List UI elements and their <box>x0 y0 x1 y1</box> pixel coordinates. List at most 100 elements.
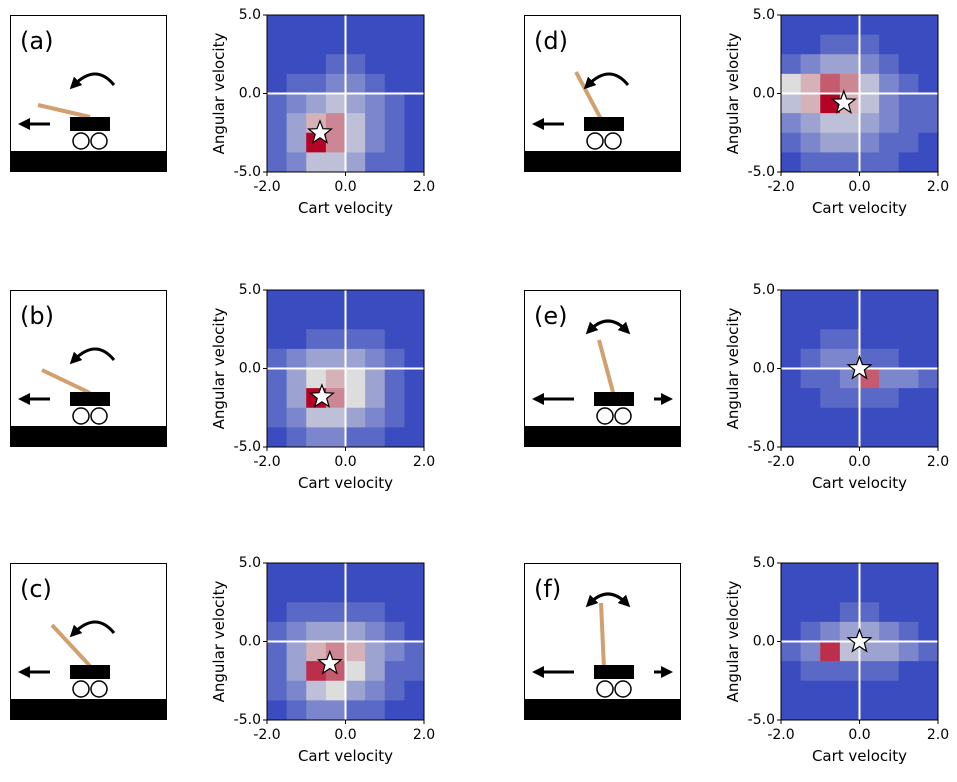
heatmap-cell <box>306 368 327 389</box>
x-tick-label: -2.0 <box>253 727 280 743</box>
heatmap-cell <box>820 621 841 642</box>
heatmap-cell <box>800 407 821 428</box>
heatmap-cell <box>404 563 425 584</box>
heatmap-cell <box>365 368 386 389</box>
heatmap-cell <box>345 73 366 94</box>
heatmap-cell <box>286 34 307 55</box>
heatmap-cell <box>345 93 366 114</box>
heatmap-cell <box>898 290 919 311</box>
ground <box>524 699 681 720</box>
heatmap-cell <box>345 329 366 350</box>
heatmap-cell <box>267 621 288 642</box>
heatmap-cell <box>879 680 900 701</box>
heatmap-cell <box>839 563 860 584</box>
y-tick-label: 0.0 <box>753 361 775 377</box>
heatmap-cell <box>404 34 425 55</box>
heatmap-cell <box>404 641 425 662</box>
wheel <box>90 407 108 425</box>
heatmap-cell <box>839 309 860 330</box>
heatmap-cell <box>898 641 919 662</box>
heatmap-cell <box>365 113 386 134</box>
heatmap-cell <box>345 641 366 662</box>
cartpole-illustration: (d) <box>524 15 681 172</box>
heatmap-cell <box>879 132 900 153</box>
heatmap-cell <box>306 407 327 428</box>
heatmap-cell <box>384 641 405 662</box>
heatmap-cell <box>404 602 425 623</box>
heatmap-cell <box>839 407 860 428</box>
wheel <box>614 680 632 698</box>
heatmap-cell <box>820 641 841 662</box>
heatmap-cell <box>820 309 841 330</box>
y-tick-label: 5.0 <box>753 555 775 571</box>
y-tick-label: 0.0 <box>753 634 775 650</box>
heatmap-cell <box>325 309 346 330</box>
wheel <box>90 132 108 150</box>
heatmap-cell <box>286 427 307 448</box>
heatmap-cell <box>898 132 919 153</box>
y-tick-label: 5.0 <box>753 282 775 298</box>
heatmap-cell <box>345 348 366 369</box>
heatmap-cell <box>859 680 880 701</box>
panel: (f) -2.0 0.0 2.0 -5.0 0.0 5.0 Cart velocity Angu… <box>524 555 949 765</box>
heatmap-cell <box>820 15 841 36</box>
heatmap-cell <box>898 563 919 584</box>
heatmap-cell <box>384 34 405 55</box>
heatmap-cell <box>404 329 425 350</box>
rotation-arrow <box>585 592 631 608</box>
heatmap-cell <box>879 73 900 94</box>
heatmap-cell <box>879 113 900 134</box>
heatmap-cell <box>345 427 366 448</box>
heatmap-cell <box>404 15 425 36</box>
heatmap-cell <box>781 73 802 94</box>
y-axis-label: Angular velocity <box>210 581 228 703</box>
heatmap-cell <box>345 621 366 642</box>
heatmap-cell <box>404 113 425 134</box>
star-marker <box>846 354 873 380</box>
heatmap-cell <box>859 93 880 114</box>
x-tick-label: 2.0 <box>927 454 949 470</box>
heatmap-cell <box>404 388 425 409</box>
panel-label: (b) <box>20 302 54 330</box>
heatmap-cell <box>898 113 919 134</box>
heatmap-cell <box>781 700 802 721</box>
heatmap-cell <box>404 621 425 642</box>
heatmap-cell <box>859 563 880 584</box>
heatmap-cell <box>384 368 405 389</box>
heatmap-cell <box>781 152 802 173</box>
x-tick-label: 0.0 <box>848 727 870 743</box>
panel: (e) -2.0 0.0 2.0 -5.0 0.0 5.0 Cart velocity Angu… <box>524 282 949 492</box>
heatmap-cell <box>306 34 327 55</box>
heatmap-cell <box>800 54 821 75</box>
heatmap-cell <box>918 563 939 584</box>
ground <box>10 151 167 172</box>
heatmap-cell <box>879 368 900 389</box>
x-axis-label: Cart velocity <box>298 199 393 217</box>
heatmap-cell <box>918 132 939 153</box>
heatmap-cell <box>325 290 346 311</box>
heatmap-cell <box>325 15 346 36</box>
heatmap-cell <box>898 309 919 330</box>
heatmap-cell <box>918 73 939 94</box>
heatmap-cell <box>859 329 880 350</box>
heatmap-cell <box>820 427 841 448</box>
y-axis-label: Angular velocity <box>210 33 228 155</box>
y-tick-label: 0.0 <box>753 86 775 102</box>
heatmap-cell <box>820 368 841 389</box>
heatmap-cell <box>384 661 405 682</box>
heatmap-cell <box>859 290 880 311</box>
heatmap-cell <box>820 34 841 55</box>
heatmap-cell <box>286 54 307 75</box>
heatmap-cell <box>781 93 802 114</box>
heatmap-cell <box>800 582 821 603</box>
heatmap-cell <box>325 348 346 369</box>
heatmap-cell <box>781 388 802 409</box>
x-axis-label: Cart velocity <box>812 199 907 217</box>
pole <box>597 339 616 397</box>
star-marker <box>846 627 873 653</box>
heatmap-cell <box>879 388 900 409</box>
heatmap-cell <box>365 680 386 701</box>
heatmap-cell <box>800 602 821 623</box>
heatmap-cell <box>384 329 405 350</box>
